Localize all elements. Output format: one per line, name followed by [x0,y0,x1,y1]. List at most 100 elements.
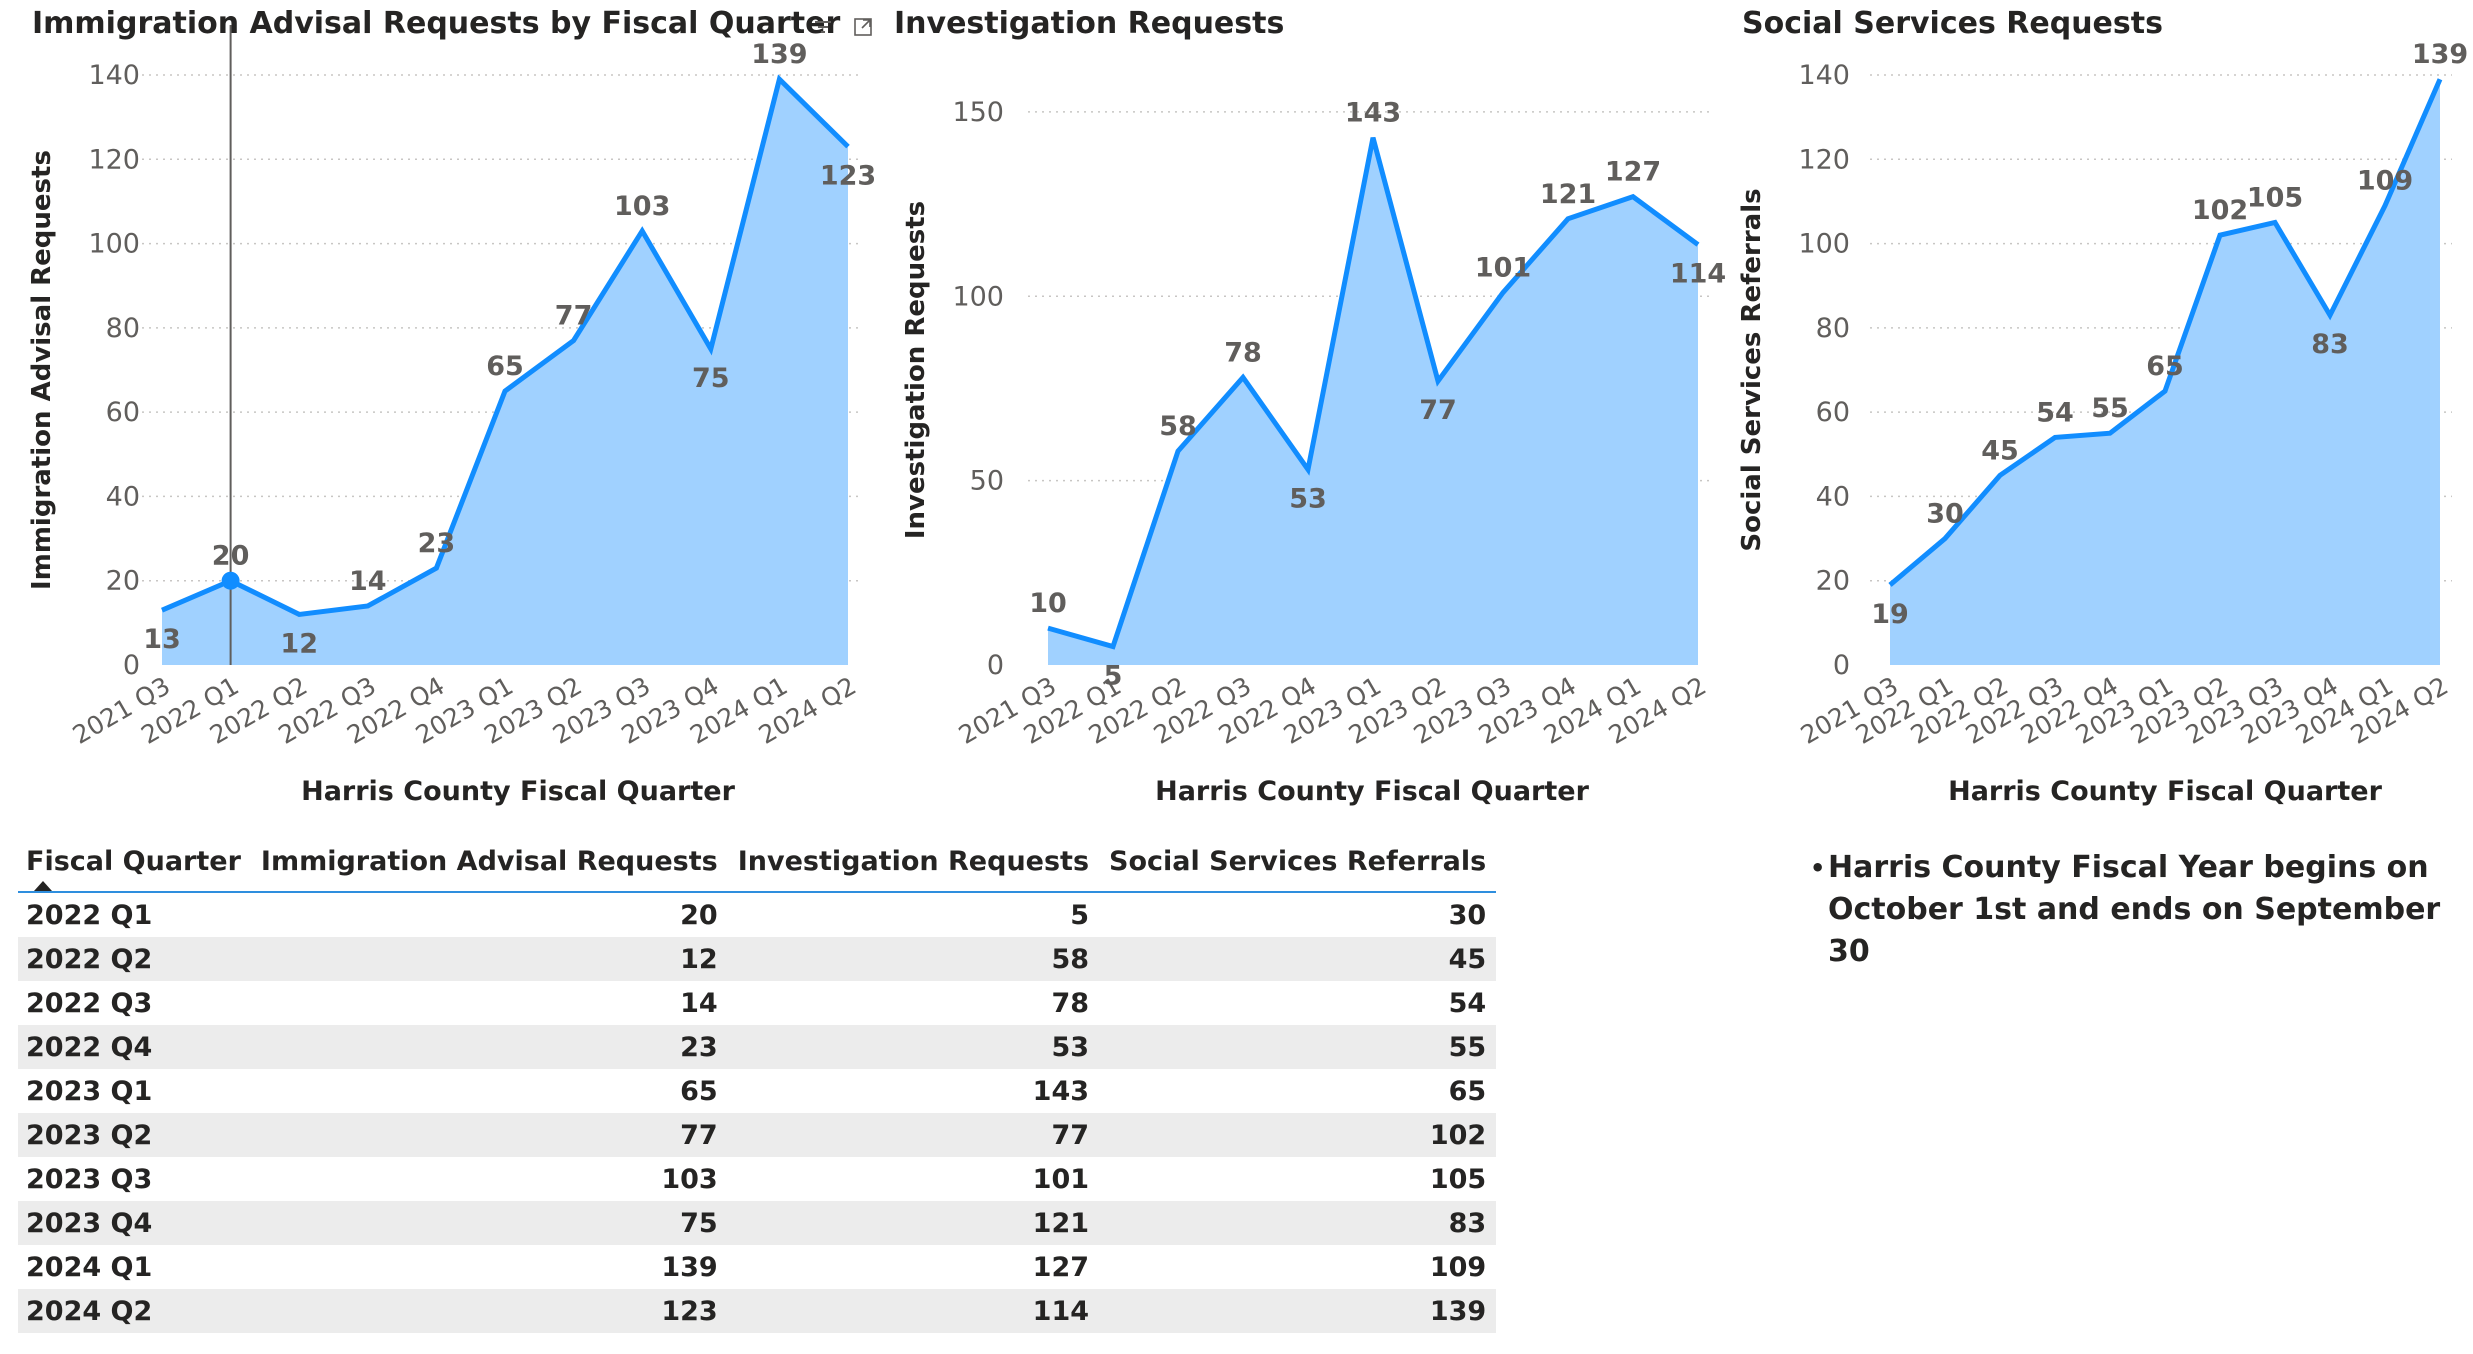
table-row[interactable]: 2022 Q4 23 53 55 [18,1025,1497,1069]
y-tick-label: 40 [1816,481,1850,512]
data-label: 54 [2036,397,2074,428]
data-label: 55 [2091,393,2129,424]
data-label: 114 [1670,259,1726,290]
table-row[interactable]: 2022 Q1 20 5 30 [18,892,1496,937]
table-cell: 123 [250,1289,728,1333]
chart-title: Immigration Advisal Requests by Fiscal Q… [32,6,841,41]
table-cell: 2024 Q1 [26,1251,153,1283]
table-cell: 121 [727,1201,1100,1245]
table-cell: 12 [250,937,728,981]
table-cell: 77 [250,1113,728,1157]
data-label: 102 [2192,195,2248,226]
area-fill [162,79,848,665]
data-label: 65 [2146,351,2184,382]
data-label: 20 [212,541,250,572]
area-fill [1048,137,1698,665]
fiscal-year-note: • Harris County Fiscal Year begins on Oc… [1810,847,2473,973]
data-label: 123 [820,161,876,192]
table-cell: 55 [1099,1025,1497,1069]
series-line [1047,137,1700,650]
sort-ascending-icon[interactable] [32,879,54,893]
data-label: 83 [2311,329,2349,360]
y-tick-label: 20 [106,566,140,597]
column-header-immigration[interactable]: Immigration Advisal Requests [250,846,728,893]
table-row[interactable]: 2023 Q2 77 77 102 [18,1113,1497,1157]
table-cell: 65 [1448,1075,1487,1107]
y-tick-label: 100 [952,281,1004,312]
y-tick-label: 100 [88,229,140,260]
filter-icon[interactable] [812,16,834,38]
table-cell: 2023 Q2 [18,1113,251,1157]
y-tick-label: 0 [987,650,1004,681]
data-label: 139 [751,39,807,70]
table-cell: 2023 Q3 [26,1163,153,1195]
table-row[interactable]: 2023 Q4 75 121 83 [18,1201,1497,1245]
table-row[interactable]: 2023 Q3 103 101 105 [18,1157,1496,1201]
focus-mode-icon[interactable] [852,16,874,38]
y-tick-label: 20 [1816,566,1850,597]
table-row[interactable]: 2024 Q1 139 127 109 [18,1245,1496,1289]
table-cell: 5 [1070,899,1090,931]
investigation-chart-visual[interactable]: Investigation Requests 0 50 100 150 10 5 58 78 5… [880,0,1730,830]
series-line [1888,78,2443,587]
data-label: 5 [1104,661,1123,692]
data-label: 58 [1159,411,1197,442]
data-label: 127 [1605,157,1661,188]
highlight-point [221,571,240,590]
table-cell: 45 [1099,937,1497,981]
data-label: 23 [418,528,456,559]
y-tick-label: 40 [106,481,140,512]
data-label: 14 [349,566,387,597]
y-tick-label: 0 [123,650,140,681]
y-tick-label: 60 [1816,397,1850,428]
data-label: 78 [1224,337,1262,368]
table-cell: 58 [727,937,1100,981]
column-header-social-services[interactable]: Social Services Referrals [1099,846,1497,893]
series-line [161,74,850,618]
x-axis-title: Harris County Fiscal Quarter [301,776,735,807]
data-label: 143 [1345,98,1401,129]
table-row[interactable]: 2023 Q1 65 143 65 [18,1069,1496,1113]
data-table[interactable]: Fiscal Quarter Immigration Advisal Reque… [18,846,1497,1333]
data-label: 77 [555,301,593,332]
table-header-row: Fiscal Quarter Immigration Advisal Reque… [18,846,1497,893]
investigation-area-chart: 050100150105587853143771011211271142021 … [901,97,1726,807]
column-header-label: Fiscal Quarter [26,846,241,877]
data-label: 19 [1871,599,1909,630]
table-cell: 103 [661,1163,718,1195]
bullet: • [1810,854,1826,882]
column-header-investigation[interactable]: Investigation Requests [727,846,1100,893]
y-tick-label: 0 [1833,650,1850,681]
y-axis-title: Immigration Advisal Requests [27,150,57,590]
y-tick-label: 100 [1798,229,1850,260]
y-tick-label: 80 [106,313,140,344]
social-services-chart-visual[interactable]: Social Services Requests 0 20 40 60 80 100 120… [1730,0,2473,830]
table-cell: 139 [1099,1289,1497,1333]
table-row[interactable]: 2024 Q2 123 114 139 [18,1289,1497,1333]
table-row[interactable]: 2022 Q3 14 78 54 [18,981,1496,1025]
data-label: 101 [1475,253,1531,284]
table-cell: 114 [727,1289,1100,1333]
data-label: 30 [1926,499,1964,530]
chart-title: Social Services Requests [1742,6,2163,41]
table-cell: 2022 Q4 [18,1025,251,1069]
table-cell: 2023 Q1 [26,1075,153,1107]
table-cell: 20 [680,899,718,931]
x-axis-title: Harris County Fiscal Quarter [1948,776,2382,807]
table-cell: 139 [661,1251,718,1283]
table-cell: 53 [727,1025,1100,1069]
area-fill [1890,79,2440,665]
data-label: 105 [2247,183,2303,214]
y-tick-label: 120 [88,144,140,175]
table-cell: 2022 Q2 [18,937,251,981]
x-axis-title: Harris County Fiscal Quarter [1155,776,1589,807]
table-cell: 127 [1032,1251,1090,1283]
immigration-chart-visual[interactable]: Immigration Advisal Requests by Fiscal Q… [0,0,880,830]
table-cell: 54 [1448,987,1487,1019]
table-row[interactable]: 2022 Q2 12 58 45 [18,937,1497,981]
y-axis-title: Social Services Referrals [1737,188,1767,551]
table-cell: 105 [1429,1163,1487,1195]
data-label: 109 [2357,166,2413,197]
y-tick-label: 60 [106,397,140,428]
column-header-fiscal-quarter[interactable]: Fiscal Quarter [18,846,251,893]
